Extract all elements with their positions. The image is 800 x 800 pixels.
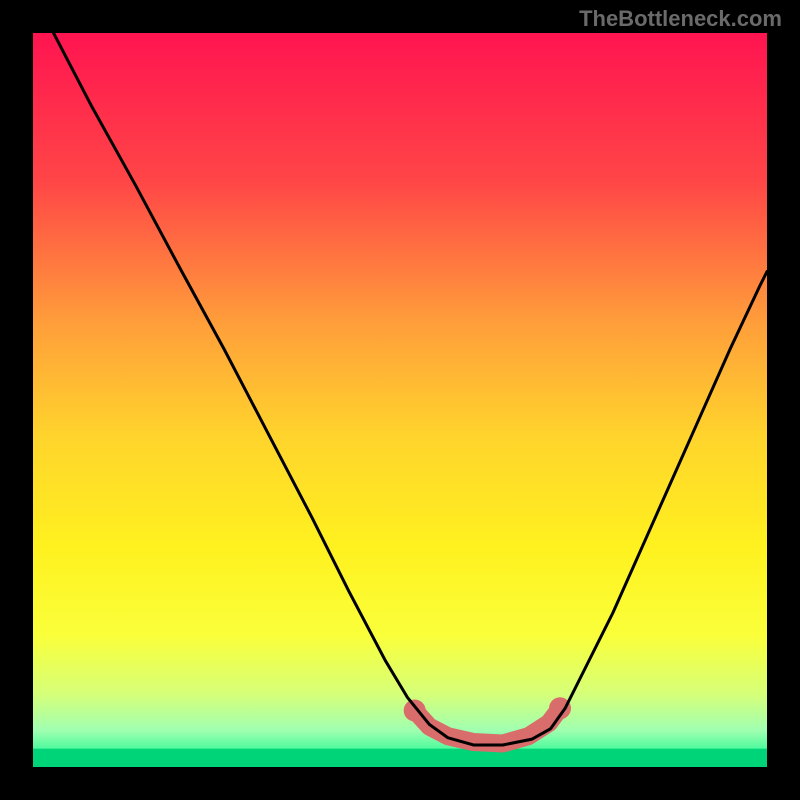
plot-svg	[33, 33, 767, 767]
watermark-text: TheBottleneck.com	[579, 6, 782, 32]
chart-container: TheBottleneck.com	[0, 0, 800, 800]
plot-area	[33, 33, 767, 767]
bottom-green-band	[33, 749, 767, 767]
gradient-background	[33, 33, 767, 767]
